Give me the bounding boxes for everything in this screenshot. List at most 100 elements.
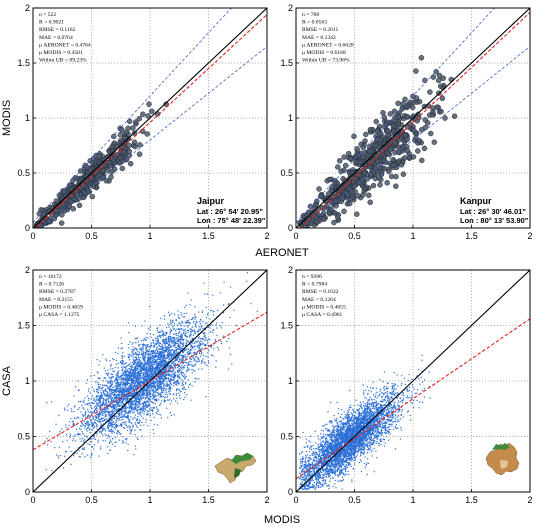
data-point [195, 363, 197, 365]
data-point [152, 369, 154, 371]
data-point [199, 323, 201, 325]
data-point [111, 430, 113, 432]
data-point [108, 395, 110, 397]
data-point [137, 358, 139, 360]
data-point [148, 394, 150, 396]
data-point [109, 403, 111, 405]
data-point [97, 395, 99, 397]
data-point [133, 119, 139, 125]
data-point [160, 403, 162, 405]
data-point [111, 422, 113, 424]
data-point [121, 383, 123, 385]
data-point [156, 349, 158, 351]
data-point [150, 373, 152, 375]
data-point [381, 157, 388, 164]
data-point [102, 417, 104, 419]
data-point [169, 349, 172, 351]
data-point [163, 355, 166, 357]
data-point [185, 339, 187, 341]
data-point [400, 171, 407, 177]
data-point [100, 396, 102, 398]
data-point [184, 377, 186, 379]
data-point [124, 390, 126, 393]
data-point [134, 445, 137, 447]
data-point [142, 417, 144, 419]
data-point [149, 377, 151, 379]
data-point [107, 405, 110, 407]
data-point [117, 382, 119, 384]
data-point [124, 394, 127, 396]
data-point [130, 380, 132, 382]
data-point [159, 353, 161, 355]
data-point [367, 199, 373, 206]
data-point [123, 421, 125, 423]
data-point [146, 359, 149, 361]
data-point [80, 183, 86, 189]
data-point [130, 416, 132, 418]
data-point [395, 120, 402, 127]
data-point [152, 376, 154, 378]
data-point [90, 419, 92, 421]
data-point [199, 328, 201, 330]
data-point [173, 375, 175, 377]
data-point [150, 344, 152, 346]
data-point [175, 400, 177, 402]
data-point [136, 401, 138, 403]
data-point [147, 425, 149, 427]
data-point [107, 453, 109, 455]
data-point [150, 386, 152, 388]
data-point [209, 345, 211, 347]
data-point [121, 347, 124, 349]
data-point [156, 383, 158, 385]
data-point [95, 422, 97, 424]
y-tick-label: 1.5 [17, 58, 30, 68]
data-point [139, 397, 142, 399]
data-point [336, 158, 343, 164]
statistic-line: RMSE = 0.1162 [39, 27, 76, 33]
data-point [61, 428, 63, 430]
data-point [191, 329, 193, 331]
data-point [143, 344, 145, 346]
data-point [134, 434, 136, 436]
data-point [179, 391, 181, 393]
data-point [92, 402, 94, 404]
data-point [149, 326, 151, 328]
data-point [146, 387, 148, 389]
data-point [178, 348, 180, 351]
data-point [174, 371, 177, 374]
data-point [124, 383, 126, 385]
data-point [158, 368, 160, 370]
data-point [184, 331, 186, 333]
data-point [163, 384, 165, 386]
data-point [88, 402, 90, 404]
data-point [164, 375, 166, 377]
data-point [89, 443, 91, 446]
data-point [121, 362, 123, 364]
data-point [131, 366, 134, 368]
data-point [116, 404, 118, 406]
data-point [149, 373, 151, 375]
data-point [175, 359, 177, 361]
data-point [174, 339, 176, 341]
data-point [121, 342, 123, 344]
data-point [169, 399, 171, 401]
data-point [127, 414, 129, 417]
data-point [93, 412, 95, 414]
data-point [125, 380, 127, 383]
data-point [167, 341, 169, 343]
data-point [178, 355, 180, 357]
data-point [106, 399, 108, 401]
data-point [202, 338, 204, 341]
data-point [196, 342, 198, 344]
data-point [190, 318, 192, 320]
data-point [121, 363, 123, 365]
data-point [200, 355, 202, 357]
data-point [113, 407, 115, 409]
data-point [106, 434, 108, 436]
data-point [227, 368, 230, 370]
data-point [168, 350, 171, 352]
data-point [192, 355, 195, 357]
data-point [157, 387, 159, 389]
data-point [90, 419, 92, 421]
data-point [141, 348, 143, 350]
